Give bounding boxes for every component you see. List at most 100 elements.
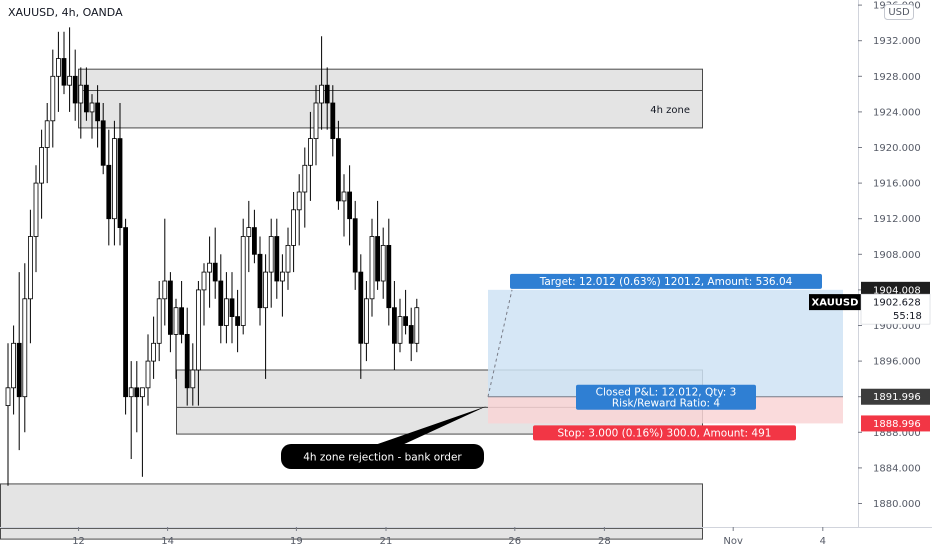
candle[interactable] <box>27 209 33 344</box>
candle[interactable] <box>179 281 185 344</box>
candle[interactable] <box>268 218 274 308</box>
candle[interactable] <box>279 254 285 317</box>
candle[interactable] <box>302 147 308 228</box>
candle[interactable] <box>184 307 190 406</box>
candle[interactable] <box>145 334 151 406</box>
candle[interactable] <box>307 111 313 201</box>
candle[interactable] <box>162 218 168 326</box>
candle[interactable] <box>391 281 397 370</box>
stop-label[interactable]: Stop: 3.000 (0.16%) 300.0, Amount: 491 <box>533 425 796 441</box>
candle[interactable] <box>408 307 414 362</box>
candle[interactable] <box>257 236 263 326</box>
candle-body <box>201 271 207 291</box>
price-tag[interactable]: XAUUSD 1902.628 55:18 <box>809 293 931 325</box>
candle-body <box>27 236 33 300</box>
candle[interactable] <box>229 272 235 344</box>
candle-body <box>72 75 78 104</box>
annotation-pointer <box>372 406 487 446</box>
candle[interactable] <box>212 227 218 299</box>
candle-body <box>162 280 168 300</box>
candle[interactable] <box>173 298 179 379</box>
candle[interactable] <box>100 103 106 175</box>
candle[interactable] <box>347 165 353 246</box>
candle[interactable] <box>218 254 224 344</box>
candle[interactable] <box>251 209 257 264</box>
candle[interactable] <box>72 49 78 121</box>
candle[interactable] <box>386 218 392 326</box>
candle[interactable] <box>285 227 291 290</box>
candle[interactable] <box>375 200 381 290</box>
candle[interactable] <box>61 31 67 95</box>
candle[interactable] <box>296 174 302 246</box>
candle[interactable] <box>195 281 201 406</box>
candle[interactable] <box>190 343 196 406</box>
candle[interactable] <box>5 343 11 486</box>
candle[interactable] <box>240 218 246 335</box>
time-axis[interactable]: 12 14 19 21 26 28 Nov 4 <box>72 527 826 547</box>
candle-body <box>190 369 196 389</box>
candle[interactable] <box>352 200 358 290</box>
candle[interactable] <box>369 218 375 317</box>
upper-4h-zone[interactable] <box>78 68 703 129</box>
candle[interactable] <box>78 67 84 139</box>
currency-button[interactable] <box>884 4 914 20</box>
candle[interactable] <box>380 227 386 299</box>
candle[interactable] <box>89 94 95 139</box>
price-tag[interactable]: 1891.996 <box>861 388 930 405</box>
candle[interactable] <box>50 49 56 148</box>
profit-area[interactable] <box>488 289 843 397</box>
candle[interactable] <box>95 85 100 148</box>
candle[interactable] <box>112 120 117 246</box>
candle[interactable] <box>223 272 229 344</box>
candle[interactable] <box>414 298 420 353</box>
candle[interactable] <box>246 200 252 273</box>
candle[interactable] <box>22 263 28 433</box>
candle[interactable] <box>274 218 280 299</box>
candle[interactable] <box>151 316 157 379</box>
candle[interactable] <box>341 174 347 237</box>
price-tag[interactable]: 1888.996 <box>861 415 930 432</box>
candle[interactable] <box>330 85 336 157</box>
candle[interactable] <box>324 67 330 130</box>
candle[interactable] <box>33 165 39 273</box>
candle[interactable] <box>235 289 241 353</box>
candle[interactable] <box>117 103 123 246</box>
candle[interactable] <box>106 129 112 246</box>
candle[interactable] <box>358 254 364 379</box>
annotation-callout[interactable]: 4h zone rejection - bank order <box>281 406 487 469</box>
candle[interactable] <box>134 361 140 433</box>
candle[interactable] <box>201 263 207 326</box>
candle[interactable] <box>44 103 50 184</box>
candle[interactable] <box>363 281 369 362</box>
candle[interactable] <box>167 272 173 353</box>
price-tag[interactable]: 1904.008 <box>861 281 930 298</box>
candle[interactable] <box>128 361 134 459</box>
candle[interactable] <box>39 129 44 219</box>
candle[interactable] <box>319 36 325 130</box>
candle[interactable] <box>84 67 89 121</box>
candle-body <box>302 164 308 193</box>
target-label[interactable]: Target: 12.012 (0.63%) 1201.2, Amount: 5… <box>510 273 822 289</box>
bottom-zone[interactable] <box>0 483 703 540</box>
candle[interactable] <box>403 289 409 335</box>
candle[interactable] <box>56 31 61 112</box>
candle[interactable] <box>156 281 162 362</box>
candle[interactable] <box>291 192 297 273</box>
candle[interactable] <box>139 387 145 477</box>
candle-body <box>408 325 414 344</box>
candle[interactable] <box>123 218 128 415</box>
candle[interactable] <box>313 85 319 166</box>
candle[interactable] <box>263 254 269 379</box>
candle-body <box>235 316 241 326</box>
candle-body <box>313 102 319 139</box>
candle[interactable] <box>16 272 22 451</box>
candle[interactable] <box>335 120 341 210</box>
candle[interactable] <box>67 27 72 112</box>
candle[interactable] <box>11 325 17 415</box>
candle[interactable] <box>207 236 213 308</box>
candle[interactable] <box>397 298 403 353</box>
current-price-box <box>860 293 931 325</box>
